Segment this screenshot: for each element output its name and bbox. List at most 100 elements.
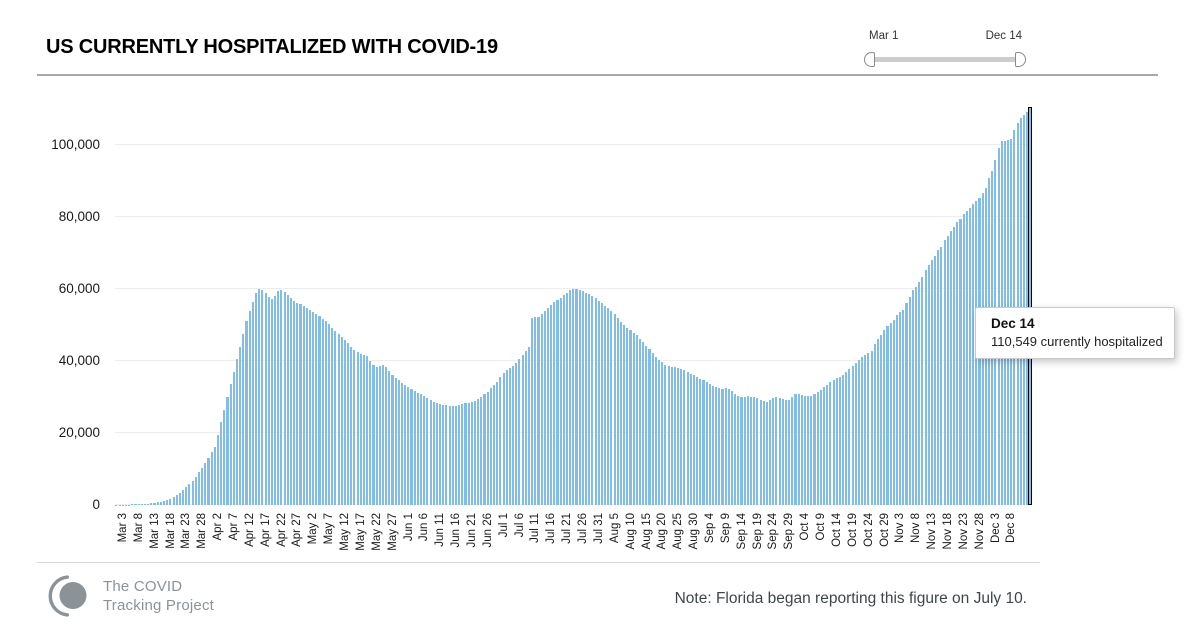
bar[interactable]	[229, 384, 232, 505]
bar[interactable]	[293, 300, 296, 505]
bar[interactable]	[873, 344, 876, 505]
bar[interactable]	[369, 361, 372, 505]
bar[interactable]	[956, 222, 959, 505]
bar[interactable]	[737, 395, 740, 505]
bar[interactable]	[362, 354, 365, 505]
bar[interactable]	[934, 255, 937, 505]
bar[interactable]	[623, 325, 626, 505]
bar[interactable]	[721, 388, 724, 505]
bar[interactable]	[772, 398, 775, 505]
bar[interactable]	[756, 398, 759, 505]
bar[interactable]	[258, 289, 261, 505]
bar[interactable]	[638, 338, 642, 505]
bar[interactable]	[953, 227, 956, 505]
bar[interactable]	[696, 376, 699, 505]
bar[interactable]	[651, 353, 654, 505]
bar[interactable]	[578, 290, 581, 505]
bar[interactable]	[201, 467, 204, 505]
bar[interactable]	[445, 404, 448, 505]
bar[interactable]	[267, 296, 270, 505]
bar[interactable]	[226, 397, 229, 505]
bar[interactable]	[347, 343, 350, 505]
bar[interactable]	[213, 446, 216, 505]
bar[interactable]	[277, 291, 280, 505]
bar[interactable]	[499, 377, 502, 505]
bar[interactable]	[594, 298, 597, 505]
bar[interactable]	[255, 292, 258, 505]
bar[interactable]	[550, 304, 553, 505]
bar[interactable]	[381, 364, 385, 505]
bar[interactable]	[946, 235, 949, 505]
bar[interactable]	[407, 386, 410, 505]
bar[interactable]	[321, 318, 324, 505]
bar[interactable]	[461, 404, 464, 505]
bar[interactable]	[845, 371, 848, 505]
bar[interactable]	[531, 317, 534, 505]
bar[interactable]	[286, 295, 289, 505]
bar[interactable]	[366, 356, 369, 505]
bar[interactable]	[134, 504, 137, 505]
bar[interactable]	[750, 396, 753, 505]
bar[interactable]	[496, 381, 499, 505]
bar[interactable]	[394, 377, 397, 505]
bar[interactable]	[473, 400, 477, 505]
bar[interactable]	[778, 397, 781, 505]
bar[interactable]	[340, 336, 343, 505]
bar[interactable]	[610, 310, 613, 505]
bar[interactable]	[207, 457, 210, 505]
bar[interactable]	[803, 395, 807, 505]
bar[interactable]	[670, 366, 673, 505]
bar[interactable]	[613, 314, 616, 505]
bar[interactable]	[826, 384, 829, 505]
bar[interactable]	[331, 327, 334, 505]
bar[interactable]	[305, 307, 308, 505]
bar[interactable]	[343, 339, 346, 505]
bar[interactable]	[527, 347, 530, 505]
bar[interactable]	[235, 359, 239, 505]
bar[interactable]	[239, 346, 242, 505]
bar[interactable]	[784, 399, 787, 505]
bar[interactable]	[851, 365, 854, 505]
bar[interactable]	[505, 370, 508, 505]
bar[interactable]	[657, 359, 661, 505]
bar[interactable]	[191, 480, 194, 505]
bar[interactable]	[356, 352, 359, 505]
bar[interactable]	[327, 324, 331, 505]
bar[interactable]	[540, 314, 543, 505]
bar[interactable]	[251, 301, 254, 505]
bar[interactable]	[616, 318, 619, 505]
bar[interactable]	[648, 349, 651, 505]
bar[interactable]	[886, 326, 889, 505]
bar[interactable]	[822, 387, 826, 505]
bar[interactable]	[232, 371, 235, 505]
bar[interactable]	[534, 317, 537, 505]
bar[interactable]	[289, 298, 292, 505]
bar[interactable]	[800, 394, 803, 505]
bar[interactable]	[439, 404, 442, 505]
bar[interactable]	[807, 395, 810, 505]
bar[interactable]	[572, 289, 575, 505]
bar[interactable]	[940, 247, 943, 505]
bar[interactable]	[435, 403, 438, 505]
bar[interactable]	[223, 409, 226, 505]
bar[interactable]	[423, 396, 426, 505]
bar[interactable]	[775, 397, 778, 505]
bar[interactable]	[147, 503, 150, 505]
bar[interactable]	[518, 359, 521, 505]
bar[interactable]	[724, 388, 727, 505]
bar[interactable]	[816, 392, 819, 505]
bar[interactable]	[220, 422, 223, 505]
bar[interactable]	[512, 366, 515, 505]
bar[interactable]	[619, 322, 622, 505]
bar[interactable]	[175, 494, 178, 505]
bar[interactable]	[182, 490, 185, 505]
bar[interactable]	[781, 398, 784, 505]
bar[interactable]	[686, 372, 689, 505]
bar[interactable]	[762, 400, 765, 505]
bar[interactable]	[312, 312, 315, 505]
bar[interactable]	[524, 351, 527, 505]
bar[interactable]	[642, 342, 645, 505]
bar[interactable]	[150, 503, 153, 505]
bar[interactable]	[743, 396, 746, 505]
bar[interactable]	[375, 367, 378, 505]
